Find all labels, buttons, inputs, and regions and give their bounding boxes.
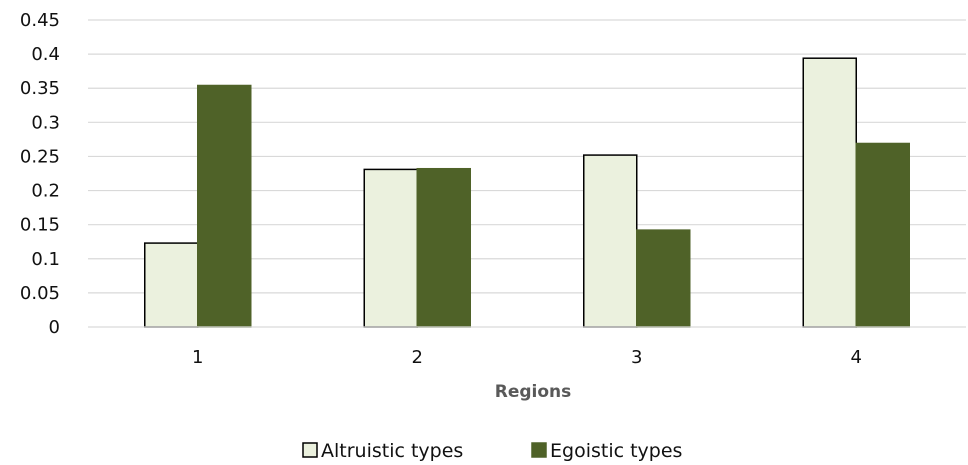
x-tick-label: 4: [851, 347, 862, 368]
y-tick-label: 0.2: [31, 181, 60, 202]
y-axis-tick-labels: 0 0.05 0.1 0.15 0.2 0.25 0.3 0.35 0.4 0.45: [20, 10, 60, 338]
y-tick-label: 0.35: [20, 78, 60, 99]
bar-egoistic-types-3: [636, 229, 691, 328]
y-tick-label: 0.3: [31, 112, 60, 133]
x-tick-label: 1: [192, 347, 203, 368]
legend-swatch-egoistic-types: [531, 442, 547, 458]
bar-altruistic-types-3: [583, 154, 638, 328]
x-axis-tick-labels: 1 2 3 4: [192, 347, 862, 368]
bar-egoistic-types-2: [416, 167, 471, 328]
y-tick-label: 0.45: [20, 10, 60, 31]
bar-egoistic-types-4: [855, 142, 910, 328]
x-tick-label: 3: [631, 347, 642, 368]
bar-egoistic-types-1: [197, 84, 252, 328]
y-tick-label: 0.05: [20, 283, 60, 304]
legend-item-altruistic-types: Altruistic types: [302, 440, 463, 462]
bar-altruistic-types-4: [802, 57, 857, 328]
y-tick-label: 0.15: [20, 215, 60, 236]
x-axis-title: Regions: [495, 382, 572, 402]
legend-label-altruistic-types: Altruistic types: [321, 440, 463, 462]
legend-swatch-altruistic-types: [302, 442, 318, 458]
y-tick-label: 0.25: [20, 146, 60, 167]
bar-altruistic-types-2: [363, 168, 418, 328]
x-tick-label: 2: [412, 347, 423, 368]
bar-altruistic-types-1: [144, 242, 199, 328]
y-tick-label: 0.4: [31, 44, 60, 65]
y-tick-label: 0: [49, 317, 60, 338]
legend-item-egoistic-types: Egoistic types: [531, 440, 682, 462]
legend-label-egoistic-types: Egoistic types: [550, 440, 682, 462]
bars: [144, 57, 910, 328]
y-tick-label: 0.1: [31, 249, 60, 270]
legend: Altruistic types Egoistic types: [302, 440, 682, 462]
